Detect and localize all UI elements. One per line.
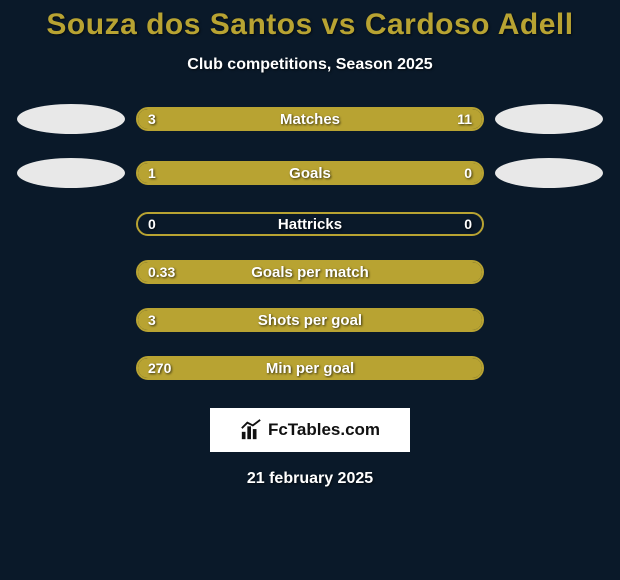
stat-row: 3Shots per goal	[16, 308, 604, 332]
bar-fill-left	[138, 262, 482, 282]
team-marker-left	[16, 158, 126, 188]
stat-bar: 10Goals	[136, 161, 484, 185]
ellipse-icon	[495, 158, 603, 188]
stat-value-right: 0	[464, 163, 472, 183]
stats-list: 311Matches10Goals00Hattricks0.33Goals pe…	[16, 104, 604, 404]
stat-label: Hattricks	[138, 214, 482, 234]
bar-fill-left	[138, 310, 482, 330]
stat-value-left: 0.33	[148, 262, 175, 282]
stat-row: 311Matches	[16, 104, 604, 134]
chart-icon	[240, 419, 262, 441]
team-marker-right	[494, 104, 604, 134]
stat-value-left: 270	[148, 358, 171, 378]
stat-value-right: 11	[457, 109, 472, 129]
stat-bar: 3Shots per goal	[136, 308, 484, 332]
ellipse-icon	[17, 158, 125, 188]
stat-bar: 311Matches	[136, 107, 484, 131]
stat-value-left: 1	[148, 163, 156, 183]
stat-bar: 270Min per goal	[136, 356, 484, 380]
page-title: Souza dos Santos vs Cardoso Adell	[46, 8, 573, 42]
fctables-logo[interactable]: FcTables.com	[210, 408, 410, 452]
stat-bar: 0 0Hattricks	[136, 212, 484, 236]
stat-row: 0 0Hattricks	[16, 212, 604, 236]
stat-row: 10Goals	[16, 158, 604, 188]
stat-row: 0.33Goals per match	[16, 260, 604, 284]
stat-value-right: 0	[464, 214, 472, 234]
team-marker-left	[16, 104, 126, 134]
bar-fill-right	[210, 109, 482, 129]
ellipse-icon	[495, 104, 603, 134]
team-marker-right	[494, 158, 604, 188]
date-label: 21 february 2025	[247, 470, 373, 488]
stat-value-left: 3	[148, 310, 156, 330]
logo-text: FcTables.com	[268, 420, 380, 440]
stat-value-left: 0	[148, 214, 156, 234]
stat-row: 270Min per goal	[16, 356, 604, 380]
subtitle: Club competitions, Season 2025	[187, 56, 432, 74]
ellipse-icon	[17, 104, 125, 134]
bar-fill-left	[138, 358, 482, 378]
stat-value-left: 3	[148, 109, 156, 129]
stat-bar: 0.33Goals per match	[136, 260, 484, 284]
